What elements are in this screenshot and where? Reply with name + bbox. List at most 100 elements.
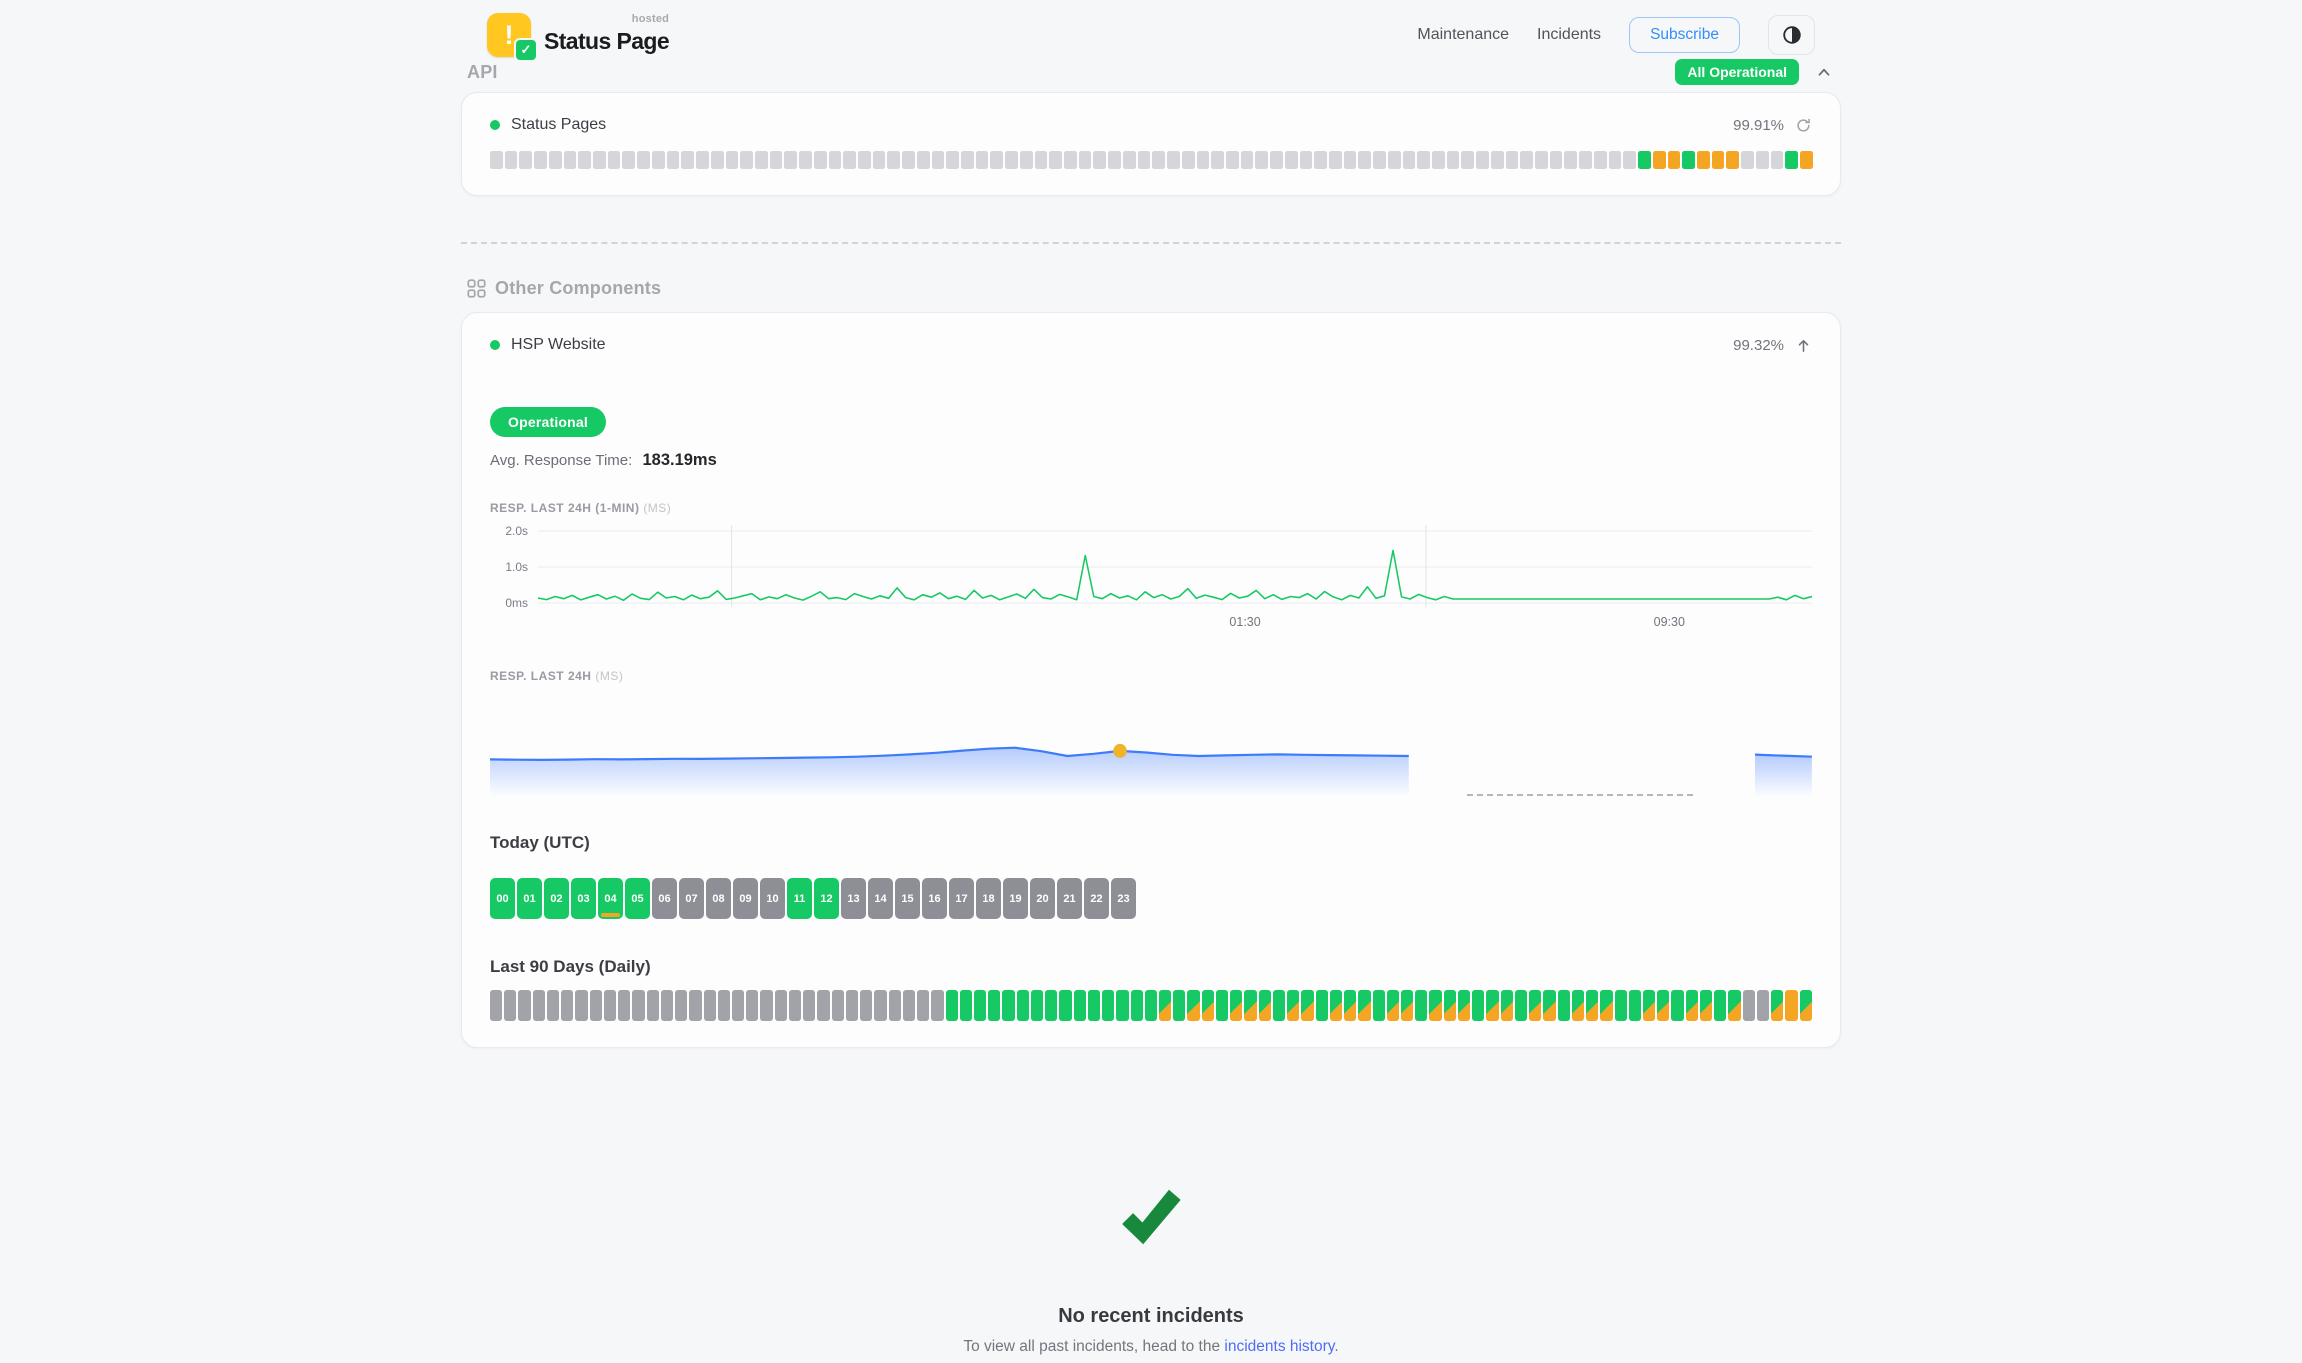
uptime-segment[interactable] [1755,151,1769,169]
theme-toggle-button[interactable] [1768,15,1815,55]
uptime-segment[interactable] [740,151,753,169]
day-bar[interactable] [1102,990,1115,1021]
uptime-segment[interactable] [1049,151,1063,169]
nav-maintenance[interactable]: Maintenance [1417,26,1510,43]
day-bar[interactable] [561,990,574,1021]
day-bar[interactable] [1671,990,1684,1021]
uptime-segment[interactable] [593,151,606,169]
day-bar[interactable] [1372,990,1385,1021]
hour-block[interactable]: 20 [1030,878,1055,919]
day-bar[interactable] [1045,990,1058,1021]
uptime-segment[interactable] [1122,151,1136,169]
hour-block[interactable]: 06 [652,878,677,919]
day-bar[interactable] [1415,990,1428,1021]
day-bar[interactable] [1159,990,1172,1021]
hour-block[interactable]: 03 [571,878,596,919]
day-bar[interactable] [632,990,645,1021]
hour-block[interactable]: 15 [895,878,920,919]
hour-block[interactable]: 10 [760,878,785,919]
uptime-segment[interactable] [563,151,577,169]
day-bar[interactable] [1785,990,1798,1021]
uptime-segment[interactable] [1741,151,1754,169]
day-bar[interactable] [1173,990,1186,1021]
incidents-history-link[interactable]: incidents history [1224,1338,1335,1355]
uptime-segment[interactable] [1196,151,1210,169]
uptime-segment[interactable] [519,151,533,169]
day-bar[interactable] [646,990,659,1021]
day-bar[interactable] [1358,990,1371,1021]
hour-block[interactable]: 00 [490,878,515,919]
uptime-segment[interactable] [799,151,812,169]
uptime-segment[interactable] [843,151,856,169]
uptime-segment[interactable] [754,151,768,169]
uptime-segment[interactable] [1034,151,1048,169]
hour-block[interactable]: 01 [517,878,542,919]
day-bar[interactable] [1756,990,1770,1021]
uptime-segment[interactable] [1019,151,1033,169]
uptime-segment[interactable] [1373,151,1386,169]
uptime-segment[interactable] [916,151,930,169]
day-bar[interactable] [504,990,517,1021]
uptime-segment[interactable] [1225,151,1239,169]
uptime-segment[interactable] [710,151,724,169]
uptime-segment[interactable] [1785,151,1798,169]
day-bar[interactable] [888,990,901,1021]
refresh-icon[interactable] [1795,117,1812,134]
uptime-segment[interactable] [578,151,592,169]
uptime-segment[interactable] [872,151,886,169]
day-bar[interactable] [1016,990,1029,1021]
day-bar[interactable] [1614,990,1627,1021]
uptime-segment[interactable] [1417,151,1430,169]
uptime-segment[interactable] [1682,151,1695,169]
day-bar[interactable] [1215,990,1229,1021]
day-bar[interactable] [603,990,617,1021]
day-bar[interactable] [717,990,730,1021]
hour-block[interactable]: 13 [841,878,866,919]
hour-block[interactable]: 05 [625,878,650,919]
day-bar[interactable] [1486,990,1499,1021]
uptime-segment[interactable] [1549,151,1563,169]
uptime-segment[interactable] [607,151,621,169]
uptime-segment[interactable] [1328,151,1342,169]
uptime-segment[interactable] [1093,151,1107,169]
uptime-segment[interactable] [1108,151,1121,169]
day-bar[interactable] [1714,990,1727,1021]
day-bar[interactable] [518,990,531,1021]
day-bar[interactable] [1030,990,1044,1021]
day-bar[interactable] [1087,990,1101,1021]
day-bar[interactable] [1144,990,1158,1021]
hour-block[interactable]: 02 [544,878,569,919]
uptime-segment[interactable] [1240,151,1254,169]
uptime-segment[interactable] [1623,151,1637,169]
day-bar[interactable] [817,990,830,1021]
day-bar[interactable] [1657,990,1670,1021]
day-bar[interactable] [575,990,588,1021]
uptime-segment[interactable] [622,151,636,169]
uptime-segment[interactable] [548,151,562,169]
day-bar[interactable] [1187,990,1200,1021]
day-bar[interactable] [788,990,802,1021]
uptime-segment[interactable] [651,151,665,169]
uptime-segment[interactable] [534,151,547,169]
day-bar[interactable] [1529,990,1542,1021]
uptime-segment[interactable] [1314,151,1327,169]
uptime-segment[interactable] [1535,151,1548,169]
day-bar[interactable] [1059,990,1072,1021]
uptime-segment[interactable] [1461,151,1475,169]
day-bar[interactable] [532,990,545,1021]
hour-block[interactable]: 08 [706,878,731,919]
day-bar[interactable] [731,990,745,1021]
day-bar[interactable] [988,990,1001,1021]
uptime-segment[interactable] [1770,151,1784,169]
day-bar[interactable] [1344,990,1357,1021]
hour-block[interactable]: 23 [1111,878,1136,919]
day-bar[interactable] [1457,990,1471,1021]
uptime-segment[interactable] [961,151,974,169]
day-bar[interactable] [760,990,773,1021]
uptime-segment[interactable] [857,151,871,169]
day-bar[interactable] [1272,990,1286,1021]
day-bar[interactable] [803,990,816,1021]
uptime-segment[interactable] [681,151,695,169]
uptime-segment[interactable] [504,151,518,169]
uptime-segment[interactable] [666,151,680,169]
